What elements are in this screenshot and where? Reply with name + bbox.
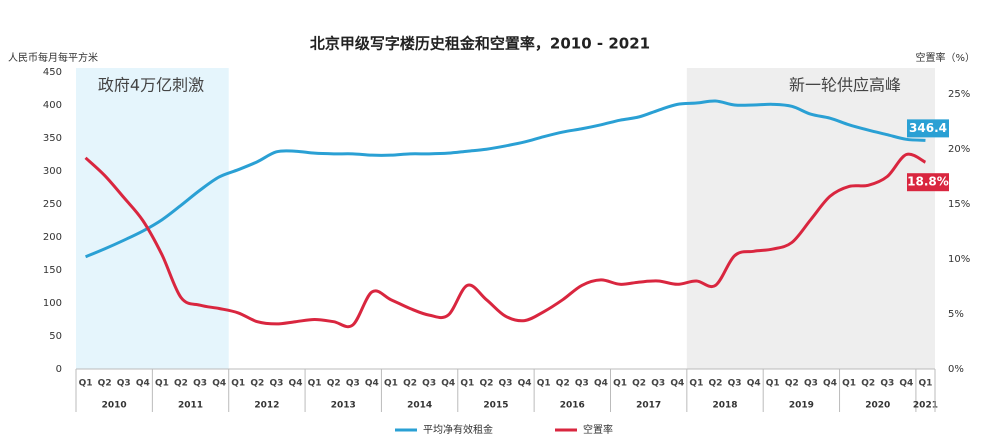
- x-tick-label: Q1: [231, 379, 245, 389]
- x-tick-label: Q4: [441, 379, 455, 389]
- y-tick-label: 250: [43, 199, 62, 210]
- legend-label: 平均净有效租金: [423, 423, 493, 436]
- x-tick-label: Q4: [289, 379, 303, 389]
- x-tick-label: Q1: [155, 379, 169, 389]
- x-tick-label: Q2: [785, 379, 799, 389]
- x-group-label: 2017: [636, 401, 661, 411]
- x-tick-label: Q1: [842, 379, 856, 389]
- end-label: 18.8%: [907, 175, 949, 189]
- x-group-label: 2020: [865, 401, 890, 411]
- x-tick-label: Q3: [575, 379, 589, 389]
- x-tick-label: Q3: [728, 379, 742, 389]
- y-tick-label: 100: [43, 298, 62, 309]
- x-tick-label: Q4: [899, 379, 913, 389]
- x-group-label: 2014: [407, 401, 432, 411]
- x-tick-label: Q3: [880, 379, 894, 389]
- x-tick-label: Q2: [327, 379, 341, 389]
- x-group-label: 2010: [102, 401, 127, 411]
- x-tick-label: Q2: [861, 379, 875, 389]
- chart-title: 北京甲级写字楼历史租金和空置率，2010 - 2021: [310, 35, 650, 53]
- series-line: [84, 152, 927, 329]
- series-line: [84, 99, 926, 259]
- x-group-label: 2018: [712, 401, 737, 411]
- x-group-label: 2019: [789, 401, 814, 411]
- x-tick-label: Q1: [460, 379, 474, 389]
- x-tick-label: Q2: [98, 379, 112, 389]
- x-tick-label: Q3: [422, 379, 436, 389]
- y-tick-label: 350: [43, 133, 62, 144]
- y-tick-label: 200: [43, 232, 62, 243]
- y2-tick-label: 15%: [948, 199, 970, 210]
- x-tick-label: Q2: [250, 379, 264, 389]
- y-tick-label: 50: [49, 331, 62, 342]
- y-tick-label: 150: [43, 265, 62, 276]
- y-tick-label: 400: [43, 100, 62, 111]
- x-tick-label: Q4: [212, 379, 226, 389]
- annotation: 政府4万亿刺激: [98, 76, 204, 95]
- x-tick-label: Q4: [670, 379, 684, 389]
- x-group-label: 2011: [178, 401, 203, 411]
- x-tick-label: Q1: [308, 379, 322, 389]
- y-axis-title: 人民币每月每平方米: [8, 51, 98, 64]
- y2-tick-label: 10%: [948, 254, 970, 265]
- x-tick-label: Q1: [384, 379, 398, 389]
- x-tick-label: Q3: [193, 379, 207, 389]
- x-tick-label: Q3: [346, 379, 360, 389]
- annotation: 新一轮供应高峰: [789, 76, 901, 95]
- x-tick-label: Q3: [269, 379, 283, 389]
- x-tick-label: Q3: [804, 379, 818, 389]
- x-tick-label: Q2: [632, 379, 646, 389]
- x-tick-label: Q2: [403, 379, 417, 389]
- y2-tick-label: 5%: [948, 309, 964, 320]
- x-tick-label: Q1: [79, 379, 93, 389]
- highlight-band: [76, 68, 229, 369]
- x-tick-label: Q4: [136, 379, 150, 389]
- end-label-box: [907, 119, 949, 138]
- x-tick-label: Q2: [174, 379, 188, 389]
- x-group-label: 2015: [483, 401, 508, 411]
- x-tick-label: Q3: [117, 379, 131, 389]
- x-group-label: 2013: [331, 401, 356, 411]
- x-tick-label: Q4: [747, 379, 761, 389]
- y2-axis-title: 空置率（%）: [915, 51, 975, 64]
- x-tick-label: Q3: [651, 379, 665, 389]
- y-tick-label: 300: [43, 166, 62, 177]
- x-group-label: 2012: [254, 401, 279, 411]
- x-tick-label: Q4: [518, 379, 532, 389]
- y-tick-label: 0: [56, 364, 62, 375]
- y2-tick-label: 0%: [948, 364, 964, 375]
- x-tick-label: Q1: [613, 379, 627, 389]
- x-group-label: 2016: [560, 401, 585, 411]
- x-tick-label: Q2: [709, 379, 723, 389]
- y2-tick-label: 20%: [948, 144, 970, 155]
- end-label-box: [907, 173, 949, 192]
- x-tick-label: Q1: [689, 379, 703, 389]
- x-tick-label: Q1: [537, 379, 551, 389]
- y-tick-label: 450: [43, 67, 62, 78]
- legend-label: 空置率: [583, 423, 613, 436]
- end-label: 346.4: [909, 121, 947, 135]
- y2-tick-label: 25%: [948, 89, 970, 100]
- x-group-label: 2021: [913, 401, 938, 411]
- x-tick-label: Q2: [479, 379, 493, 389]
- x-tick-label: Q4: [365, 379, 379, 389]
- x-tick-label: Q4: [594, 379, 608, 389]
- x-tick-label: Q2: [556, 379, 570, 389]
- x-tick-label: Q4: [823, 379, 837, 389]
- x-tick-label: Q1: [918, 379, 932, 389]
- x-tick-label: Q1: [766, 379, 780, 389]
- x-tick-label: Q3: [499, 379, 513, 389]
